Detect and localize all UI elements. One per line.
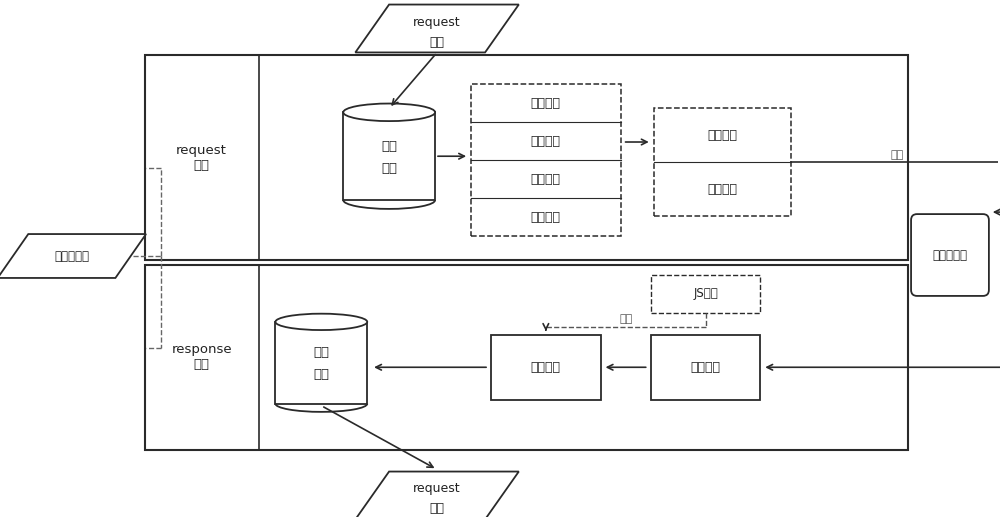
Text: 添加: 添加 (619, 314, 632, 324)
Text: 服务检索: 服务检索 (707, 129, 737, 142)
Text: 数据鉴定: 数据鉴定 (691, 361, 721, 374)
Text: request: request (413, 482, 461, 495)
Text: 阶段: 阶段 (430, 502, 445, 515)
Text: 信息: 信息 (381, 162, 397, 175)
Text: 数据鉴定: 数据鉴定 (531, 172, 561, 185)
Text: response
阶段: response 阶段 (171, 343, 232, 371)
Text: 报文更新: 报文更新 (531, 361, 561, 374)
Bar (491, 335, 601, 400)
Bar (145, 55, 908, 260)
Text: 报文解析: 报文解析 (531, 97, 561, 110)
Text: request
阶段: request 阶段 (176, 143, 227, 171)
Text: 业务服务器: 业务服务器 (932, 249, 967, 262)
Text: 报文转发: 报文转发 (707, 183, 737, 196)
Polygon shape (355, 471, 519, 518)
Text: 访问: 访问 (891, 150, 904, 160)
Polygon shape (355, 5, 519, 52)
Text: 数据提取: 数据提取 (531, 135, 561, 148)
Bar (651, 275, 760, 313)
Text: request: request (413, 16, 461, 29)
Text: 响应: 响应 (313, 347, 329, 359)
Bar (145, 265, 908, 450)
Text: 代理服务器: 代理服务器 (54, 250, 89, 263)
Text: 数据: 数据 (313, 368, 329, 381)
Bar (275, 322, 367, 404)
Text: 数据存储: 数据存储 (531, 211, 561, 224)
Text: 报文: 报文 (381, 140, 397, 153)
Bar (471, 84, 621, 236)
Bar (343, 112, 435, 200)
Ellipse shape (275, 314, 367, 330)
FancyBboxPatch shape (911, 214, 989, 296)
Text: JS探针: JS探针 (693, 287, 718, 300)
Bar (654, 108, 791, 216)
Text: 阶段: 阶段 (430, 36, 445, 49)
Bar (651, 335, 760, 400)
Polygon shape (0, 234, 146, 278)
Ellipse shape (343, 104, 435, 121)
